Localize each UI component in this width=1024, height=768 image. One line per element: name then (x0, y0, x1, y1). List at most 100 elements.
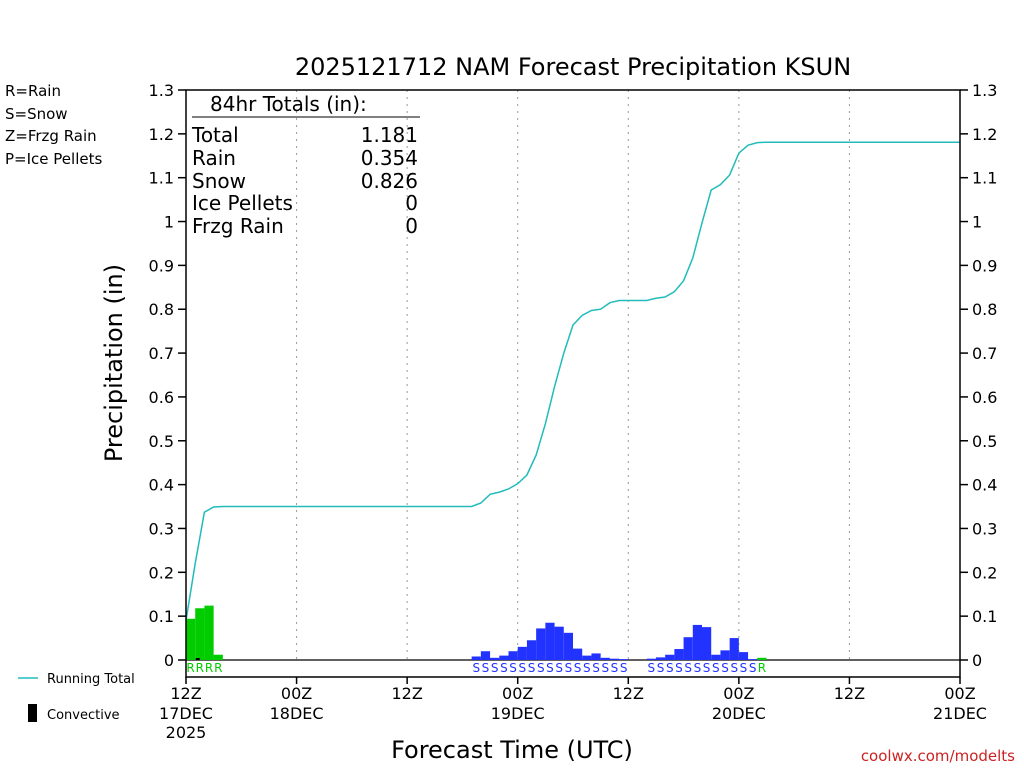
y-tick-label-right: 1.2 (972, 125, 997, 144)
x-axis-label: Forecast Time (UTC) (391, 736, 633, 764)
x-tick-time: 00Z (281, 684, 312, 703)
grid-lines (186, 90, 960, 661)
x-tick-time: 00Z (944, 684, 975, 703)
snow-bar (471, 656, 481, 660)
x-tick-date: 17DEC (159, 704, 213, 723)
x-tick-date: 21DEC (933, 704, 987, 723)
snow-bar (665, 654, 675, 660)
legend-ice-pellets: P=Ice Pellets (5, 150, 102, 168)
legend-frzg-rain: Z=Frzg Rain (5, 127, 97, 145)
snow-bar (563, 632, 573, 660)
y-tick-label-left: 0.3 (149, 519, 174, 538)
snow-letter: S (712, 661, 720, 675)
y-tick-label-left: 0 (164, 651, 174, 670)
snow-letter: S (730, 661, 738, 675)
y-axis-label: Precipitation (in) (100, 264, 128, 462)
snow-bar (609, 658, 620, 660)
snow-letter: S (657, 661, 665, 675)
totals-box: 84hr Totals (in): Total 1.181 Rain 0.354… (191, 92, 420, 238)
rain-bar (213, 654, 223, 660)
legend-snow: S=Snow (5, 105, 68, 123)
y-tick-label-right: 0.6 (972, 388, 997, 407)
snow-bar (720, 650, 730, 660)
y-ticks: 0 00.1 0.10.2 0.20.3 0.30.4 0.40.5 0.50.6 0.60.… (149, 81, 998, 670)
snow-letter: S (684, 661, 692, 675)
snow-letter: S (601, 661, 609, 675)
snow-bar (655, 657, 666, 660)
snow-letter: S (574, 661, 582, 675)
snow-bar (692, 624, 702, 660)
y-tick-label-left: 0.6 (149, 388, 174, 407)
snow-bar (619, 659, 629, 660)
y-tick-label-right: 0.8 (972, 300, 997, 319)
snow-bar (480, 651, 491, 660)
snow-bar (646, 658, 656, 660)
rain-letter: R (205, 661, 213, 675)
running-total-key-label: Running Total (47, 672, 135, 687)
x-tick-date: 19DEC (491, 704, 545, 723)
totals-label-rain: Rain (192, 146, 236, 170)
y-tick-label-right: 0 (972, 651, 982, 670)
y-tick-label-left: 0.5 (149, 432, 174, 451)
snow-bar (729, 638, 739, 660)
x-tick-time: 12Z (613, 684, 644, 703)
rain-bar (195, 608, 205, 660)
y-tick-label-right: 1.1 (972, 169, 997, 188)
x-tick-time: 00Z (723, 684, 754, 703)
convective-key-swatch (28, 704, 37, 722)
snow-bar (517, 646, 527, 660)
snow-letter: S (509, 661, 517, 675)
snow-bar (711, 654, 721, 660)
y-tick-label-left: 0.7 (149, 344, 174, 363)
snow-letter: S (583, 661, 591, 675)
y-tick-label-left: 0.2 (149, 563, 174, 582)
y-tick-label-left: 0.8 (149, 300, 174, 319)
snow-bar (591, 653, 601, 660)
snow-bar (748, 659, 758, 660)
snow-letter: S (694, 661, 702, 675)
snow-letter: S (592, 661, 600, 675)
y-tick-label-left: 0.9 (149, 256, 174, 275)
snow-bar (554, 626, 564, 660)
snow-bar (490, 657, 500, 660)
snow-bar (573, 648, 583, 660)
totals-label-snow: Snow (192, 169, 246, 193)
totals-header: 84hr Totals (in): (210, 92, 367, 116)
precip-bars (186, 605, 767, 660)
snow-bar (738, 652, 749, 660)
y-tick-label-left: 0.1 (149, 607, 174, 626)
plot-frame (185, 89, 961, 678)
totals-label-frzg-rain: Frzg Rain (192, 214, 284, 238)
credit-text: coolwx.com/modelts (861, 747, 1015, 765)
snow-letter: S (721, 661, 729, 675)
y-tick-label-right: 0.4 (972, 476, 997, 495)
rain-letter: R (196, 661, 204, 675)
snow-letter: S (546, 661, 554, 675)
snow-bar (683, 637, 693, 660)
snow-letter: S (537, 661, 545, 675)
snow-letter: S (555, 661, 563, 675)
x-tick-time: 12Z (391, 684, 422, 703)
snow-bar (600, 657, 610, 660)
y-tick-label-left: 1.3 (149, 81, 174, 100)
totals-value-total: 1.181 (361, 123, 418, 147)
snow-letter: S (491, 661, 499, 675)
snow-bar (582, 655, 592, 660)
x-tick-time: 00Z (502, 684, 533, 703)
snow-bar (702, 627, 712, 660)
snow-letter: S (675, 661, 683, 675)
totals-value-rain: 0.354 (361, 146, 418, 170)
snow-letter: S (703, 661, 711, 675)
running-total-line (185, 141, 960, 621)
rain-letter: R (186, 661, 194, 675)
snow-letter: S (740, 661, 748, 675)
rain-letter: R (214, 661, 222, 675)
snow-bar (508, 651, 518, 660)
rain-bar (757, 657, 767, 660)
snow-letter: S (648, 661, 656, 675)
y-tick-label-right: 0.2 (972, 563, 997, 582)
y-tick-label-right: 0.5 (972, 432, 997, 451)
convective-mark (195, 658, 200, 660)
